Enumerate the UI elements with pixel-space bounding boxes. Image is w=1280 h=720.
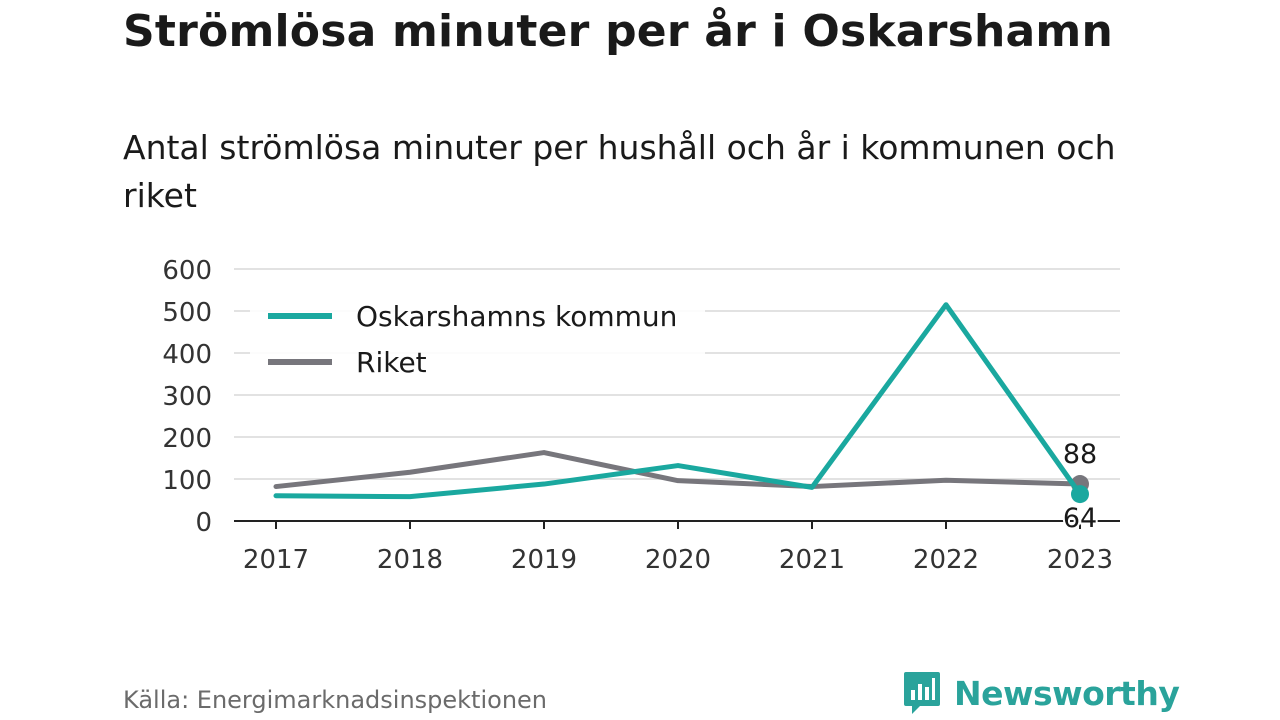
brand-name: Newsworthy (954, 673, 1180, 713)
x-tick-label: 2020 (645, 545, 711, 575)
brand: Newsworthy (902, 670, 1180, 716)
series-line (273, 450, 1083, 490)
y-tick-label: 600 (162, 256, 212, 286)
data-label: 64 (1063, 503, 1097, 534)
x-tick-label: 2017 (243, 545, 309, 575)
x-tick-label: 2019 (511, 545, 577, 575)
x-tick-label: 2022 (913, 545, 979, 575)
data-label: 88 (1063, 439, 1097, 470)
legend-label: Riket (356, 346, 427, 379)
newsworthy-logo-icon (904, 672, 940, 714)
chart-subtitle: Antal strömlösa minuter per hushåll och … (123, 128, 1116, 215)
y-tick-label: 100 (162, 466, 212, 496)
y-tick-label: 0 (195, 508, 212, 538)
y-tick-label: 500 (162, 298, 212, 328)
source-note: Källa: Energimarknadsinspektionen (123, 686, 548, 714)
x-tick-label: 2021 (779, 545, 845, 575)
x-tick-label: 2023 (1047, 545, 1113, 575)
y-tick-label: 300 (162, 382, 212, 412)
legend-background (250, 292, 705, 392)
x-tick-label: 2018 (377, 545, 443, 575)
series-line (273, 302, 1083, 500)
y-tick-label: 200 (162, 424, 212, 454)
y-tick-label: 400 (162, 340, 212, 370)
legend: Oskarshamns kommun Riket (250, 292, 705, 392)
end-labels: 88 64 (1061, 437, 1099, 536)
series-lines (273, 302, 1089, 504)
x-tick-labels: 2017 2018 2019 2020 2021 2022 2023 (243, 521, 1113, 575)
legend-label: Oskarshamns kommun (356, 300, 677, 333)
series-end-marker (1071, 485, 1089, 504)
chart-title: Strömlösa minuter per år i Oskarshamn (123, 6, 1113, 57)
y-tick-labels: 0 100 200 300 400 500 600 (162, 256, 212, 538)
